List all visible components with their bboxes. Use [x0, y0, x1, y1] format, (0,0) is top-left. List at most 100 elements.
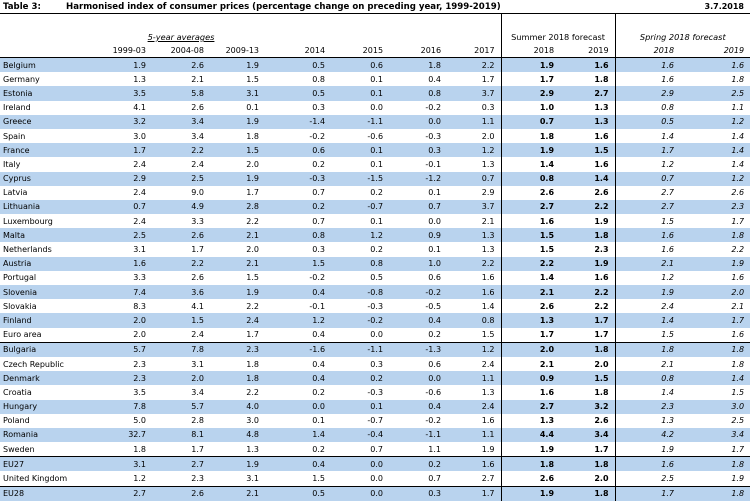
- value-cell: 2.3: [191, 474, 204, 484]
- value-cell: 2.4: [191, 159, 204, 169]
- value-cell: 5.7: [97, 341, 152, 357]
- value-cell: 0.0: [331, 456, 390, 472]
- value-cell: 0.2: [370, 245, 384, 255]
- value-cell: 2.3: [594, 245, 609, 255]
- value-cell: 0.3: [481, 103, 495, 113]
- value-cell: 1.7: [481, 74, 495, 84]
- value-cell: 1.6: [481, 416, 495, 426]
- value-cell: 1.4: [731, 159, 745, 169]
- country-name: Czech Republic: [3, 359, 64, 369]
- table-row: Greece 3.2 3.4 1.9 -1.4 -1.1 0.0 1.1 0.7 1.3 0.5 1.…: [0, 114, 750, 129]
- five-year-averages-header: 5-year averages: [147, 32, 215, 42]
- value-cell: 0.3: [389, 485, 448, 501]
- column-header: 2018: [614, 44, 681, 58]
- value-cell: 2.9: [481, 188, 495, 198]
- value-cell: 2.6: [191, 103, 204, 113]
- value-cell: 1.7: [191, 245, 204, 255]
- value-cell: 4.1: [133, 103, 146, 113]
- value-cell: 0.5: [265, 485, 332, 501]
- value-cell: 1.5: [246, 74, 260, 84]
- table-row: Euro area 2.0 2.4 1.7 0.4 0.0 0.2 1.5 1.7 1.7 1.5 1…: [0, 327, 750, 343]
- table-row: Poland 5.0 2.8 3.0 0.1 -0.7 -0.2 1.6 1.3 2.6 1.3 2.…: [0, 413, 750, 428]
- table-row: Austria 1.6 2.2 2.1 1.5 0.8 1.0 2.2 2.2 1.9 2.1 1.9: [0, 256, 750, 271]
- country-name: EU27: [0, 456, 97, 472]
- value-cell: 0.7: [312, 216, 326, 226]
- value-cell: 1.6: [447, 456, 502, 472]
- value-cell: 1.8: [560, 485, 616, 501]
- value-cell: 1.7: [246, 188, 260, 198]
- value-cell: 0.7: [312, 188, 326, 198]
- table-row: Malta 2.5 2.6 2.1 0.8 1.2 0.9 1.3 1.5 1.8 1.6 1.8: [0, 228, 750, 243]
- country-name: Malta: [0, 228, 97, 243]
- value-cell: 0.0: [370, 330, 384, 340]
- value-cell: 2.0: [133, 330, 146, 340]
- value-cell: 1.8: [594, 387, 609, 397]
- value-cell: 1.4: [560, 171, 616, 186]
- value-cell: -0.8: [331, 285, 390, 300]
- value-cell: 0.6: [331, 57, 390, 73]
- value-cell: 1.6: [97, 256, 152, 271]
- table-title: Harmonised index of consumer prices (per…: [66, 2, 501, 12]
- value-cell: 1.7: [731, 444, 745, 454]
- value-cell: -1.2: [389, 171, 448, 186]
- column-header: 1999-03: [97, 44, 152, 58]
- country-name: Ireland: [3, 103, 31, 113]
- value-cell: 0.1: [246, 103, 260, 113]
- table-row: EU28 2.7 2.6 2.1 0.5 0.0 0.3 1.7 1.9 1.8 1.7 1.8: [0, 485, 750, 501]
- value-cell: 1.6: [614, 242, 681, 257]
- value-cell: 1.8: [731, 359, 745, 369]
- table-row: Italy 2.4 2.4 2.0 0.2 0.1 -0.1 1.3 1.4 1.6 1.2 1.4: [0, 157, 750, 172]
- value-cell: 1.5: [265, 256, 332, 271]
- value-cell: 2.2: [246, 216, 260, 226]
- value-cell: -0.2: [309, 273, 326, 283]
- table-row: Slovenia 7.4 3.6 1.9 0.4 -0.8 -0.2 1.6 2.1 2.2 1.9…: [0, 285, 750, 300]
- value-cell: 1.6: [594, 273, 609, 283]
- table-row: United Kingdom 1.2 2.3 3.1 1.5 0.0 0.7 2.7 2.6 2.…: [0, 471, 750, 487]
- value-cell: 0.3: [370, 359, 384, 369]
- value-cell: 2.7: [614, 185, 681, 200]
- value-cell: 2.3: [97, 371, 152, 386]
- table-row: Netherlands 3.1 1.7 2.0 0.3 0.2 0.1 1.3 1.5 2.3 1.…: [0, 242, 750, 257]
- value-cell: 1.8: [500, 128, 561, 144]
- value-cell: 0.1: [370, 216, 384, 226]
- value-cell: 0.3: [312, 103, 326, 113]
- value-cell: -1.5: [331, 171, 390, 186]
- value-cell: 1.7: [731, 216, 745, 226]
- value-cell: 3.4: [191, 131, 204, 141]
- value-cell: -0.3: [425, 131, 442, 141]
- value-cell: 2.2: [152, 256, 210, 271]
- value-cell: -0.2: [425, 416, 442, 426]
- country-name: Lithuania: [0, 199, 97, 215]
- value-cell: 1.2: [133, 474, 146, 484]
- value-cell: 3.1: [191, 359, 204, 369]
- value-cell: 1.6: [594, 159, 609, 169]
- value-cell: 1.3: [246, 444, 260, 454]
- value-cell: 1.5: [614, 327, 681, 343]
- value-cell: 2.0: [246, 245, 260, 255]
- country-name: Luxembourg: [3, 216, 53, 226]
- value-cell: -0.7: [367, 416, 384, 426]
- value-cell: 0.1: [370, 159, 384, 169]
- value-cell: 1.4: [614, 128, 681, 144]
- table-row: Spain 3.0 3.4 1.8 -0.2 -0.6 -0.3 2.0 1.8 1.6 1.4 1.…: [0, 128, 750, 144]
- value-cell: 0.2: [428, 330, 442, 340]
- country-name: Estonia: [0, 86, 97, 101]
- value-cell: -1.1: [389, 427, 448, 443]
- value-cell: 0.1: [331, 143, 390, 158]
- value-cell: 1.1: [731, 103, 745, 113]
- value-cell: 1.9: [210, 285, 266, 300]
- value-cell: 1.3: [560, 114, 616, 129]
- value-cell: 1.8: [560, 341, 616, 357]
- value-cell: 3.3: [191, 216, 204, 226]
- table-row: Romania 32.7 8.1 4.8 1.4 -0.4 -1.1 1.1 4.4 3.4 4.2…: [0, 427, 750, 443]
- country-name: United Kingdom: [3, 474, 68, 484]
- value-cell: 2.3: [614, 399, 681, 414]
- value-cell: 2.4: [133, 188, 146, 198]
- table-row: Ireland 4.1 2.6 0.1 0.3 0.0 -0.2 0.3 1.0 1.3 0.8 1.…: [0, 100, 750, 115]
- column-header: 2019: [560, 44, 616, 58]
- value-cell: 2.6: [500, 299, 561, 314]
- value-cell: 0.5: [370, 273, 384, 283]
- value-cell: 2.1: [731, 301, 745, 311]
- country-name: Romania: [0, 427, 97, 443]
- value-cell: 3.5: [97, 86, 152, 101]
